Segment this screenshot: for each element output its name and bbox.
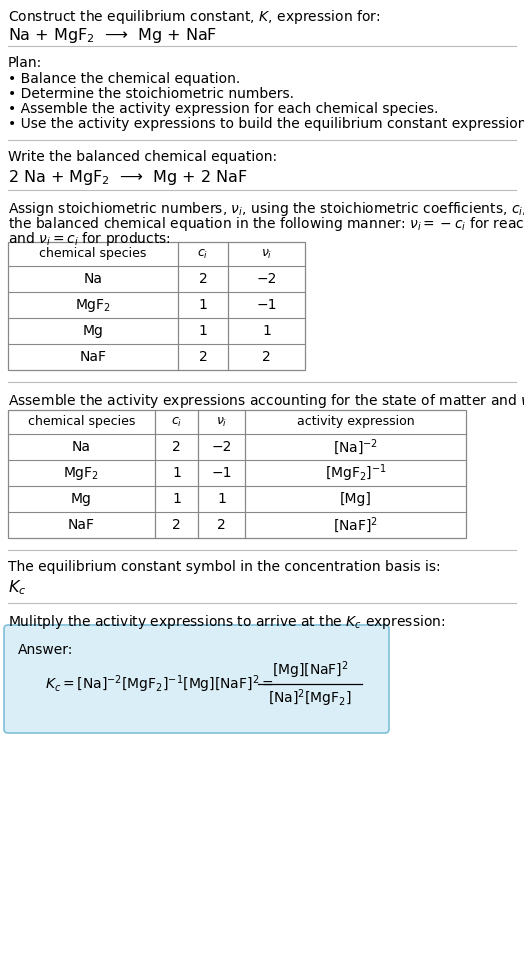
Text: 2: 2 <box>172 440 181 454</box>
Text: Mg: Mg <box>71 492 92 506</box>
Text: $[\mathrm{Na}]^2[\mathrm{MgF_2}]$: $[\mathrm{Na}]^2[\mathrm{MgF_2}]$ <box>268 688 352 709</box>
Text: 2: 2 <box>199 272 208 286</box>
Text: 1: 1 <box>199 298 208 312</box>
Text: $[\mathrm{Mg}][\mathrm{NaF}]^2$: $[\mathrm{Mg}][\mathrm{NaF}]^2$ <box>271 659 348 681</box>
Text: activity expression: activity expression <box>297 415 414 429</box>
Text: 1: 1 <box>172 492 181 506</box>
Text: $\nu_i$: $\nu_i$ <box>261 247 272 261</box>
Text: [Mg]: [Mg] <box>340 492 372 506</box>
Text: and $\nu_i = c_i$ for products:: and $\nu_i = c_i$ for products: <box>8 230 171 248</box>
Text: [MgF$_2$]$^{-1}$: [MgF$_2$]$^{-1}$ <box>324 462 386 484</box>
Text: • Balance the chemical equation.: • Balance the chemical equation. <box>8 72 240 86</box>
Text: Plan:: Plan: <box>8 56 42 70</box>
Text: 2 Na + MgF$_2$  ⟶  Mg + 2 NaF: 2 Na + MgF$_2$ ⟶ Mg + 2 NaF <box>8 168 248 187</box>
Text: Na: Na <box>72 440 91 454</box>
Text: Mulitply the activity expressions to arrive at the $K_c$ expression:: Mulitply the activity expressions to arr… <box>8 613 445 631</box>
FancyBboxPatch shape <box>4 625 389 733</box>
Text: $K_c = [\mathrm{Na}]^{-2}[\mathrm{MgF_2}]^{-1}[\mathrm{Mg}][\mathrm{NaF}]^2 = $: $K_c = [\mathrm{Na}]^{-2}[\mathrm{MgF_2}… <box>45 673 274 695</box>
Text: −1: −1 <box>256 298 277 312</box>
Text: Answer:: Answer: <box>18 643 73 657</box>
Text: chemical species: chemical species <box>39 247 147 261</box>
Text: NaF: NaF <box>80 350 106 364</box>
Text: 2: 2 <box>199 350 208 364</box>
Text: • Assemble the activity expression for each chemical species.: • Assemble the activity expression for e… <box>8 102 439 116</box>
Text: $\nu_i$: $\nu_i$ <box>216 415 227 429</box>
Text: $c_i$: $c_i$ <box>198 247 209 261</box>
Text: 1: 1 <box>262 324 271 338</box>
Text: 1: 1 <box>217 492 226 506</box>
Text: 1: 1 <box>172 466 181 480</box>
Text: NaF: NaF <box>68 518 95 532</box>
Text: $c_i$: $c_i$ <box>171 415 182 429</box>
Text: −2: −2 <box>211 440 232 454</box>
Text: Construct the equilibrium constant, $K$, expression for:: Construct the equilibrium constant, $K$,… <box>8 8 380 26</box>
Bar <box>8 410 466 538</box>
Text: Assemble the activity expressions accounting for the state of matter and $\nu_i$: Assemble the activity expressions accoun… <box>8 392 524 410</box>
Text: $K_c$: $K_c$ <box>8 578 26 597</box>
Text: [Na]$^{-2}$: [Na]$^{-2}$ <box>333 437 378 456</box>
Text: MgF$_2$: MgF$_2$ <box>75 296 111 313</box>
Text: −1: −1 <box>211 466 232 480</box>
Text: −2: −2 <box>256 272 277 286</box>
Text: 2: 2 <box>262 350 271 364</box>
Text: Write the balanced chemical equation:: Write the balanced chemical equation: <box>8 150 277 164</box>
Text: the balanced chemical equation in the following manner: $\nu_i = -c_i$ for react: the balanced chemical equation in the fo… <box>8 215 524 233</box>
Text: Assign stoichiometric numbers, $\nu_i$, using the stoichiometric coefficients, $: Assign stoichiometric numbers, $\nu_i$, … <box>8 200 524 218</box>
Text: chemical species: chemical species <box>28 415 135 429</box>
Text: Na: Na <box>83 272 103 286</box>
Text: Na + MgF$_2$  ⟶  Mg + NaF: Na + MgF$_2$ ⟶ Mg + NaF <box>8 26 217 45</box>
Text: • Determine the stoichiometric numbers.: • Determine the stoichiometric numbers. <box>8 87 294 101</box>
Text: 2: 2 <box>217 518 226 532</box>
Text: The equilibrium constant symbol in the concentration basis is:: The equilibrium constant symbol in the c… <box>8 560 441 574</box>
Text: [NaF]$^2$: [NaF]$^2$ <box>333 515 378 535</box>
Bar <box>8 242 305 370</box>
Text: 1: 1 <box>199 324 208 338</box>
Text: MgF$_2$: MgF$_2$ <box>63 464 100 481</box>
Text: • Use the activity expressions to build the equilibrium constant expression.: • Use the activity expressions to build … <box>8 117 524 131</box>
Text: 2: 2 <box>172 518 181 532</box>
Text: Mg: Mg <box>83 324 103 338</box>
